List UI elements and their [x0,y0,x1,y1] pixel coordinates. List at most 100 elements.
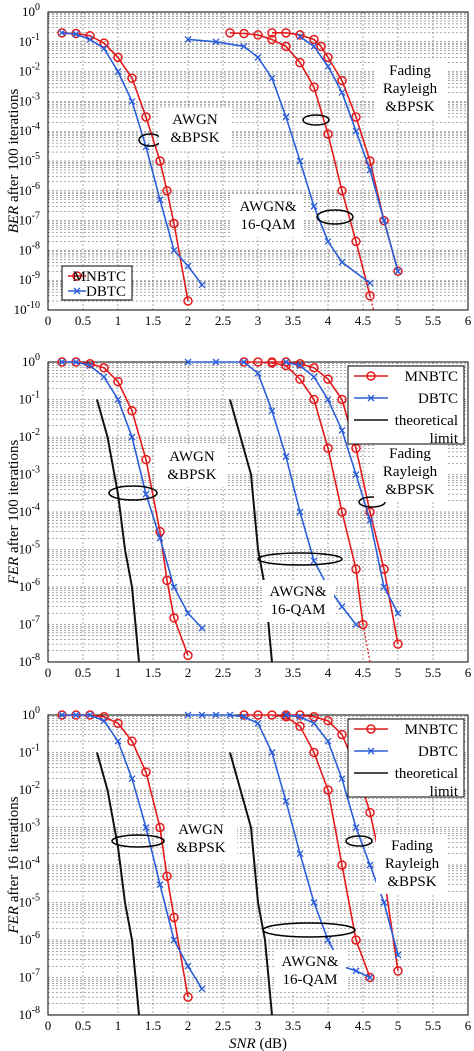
data-point [282,358,290,366]
data-point [310,373,318,381]
data-point [72,30,80,38]
series-mnbtc [267,357,403,649]
x-tick-label: 0.5 [75,313,91,328]
data-point [323,129,333,139]
data-point [338,426,346,434]
data-point [183,992,193,1002]
data-point [337,394,347,405]
data-point [323,785,333,795]
annotation-text: AWGN [172,112,218,128]
data-point [323,52,333,63]
series-line [244,714,371,978]
annotation-bg [159,108,231,150]
data-point [162,186,172,196]
series-line [96,752,140,1016]
data-point [338,603,346,611]
series-line [61,32,203,286]
data-point [58,29,66,37]
data-point [212,38,220,46]
data-point [253,30,263,40]
data-point [85,358,95,369]
data-point [253,357,263,367]
annotation-text: &BPSK [387,874,436,890]
data-point [282,453,290,461]
data-point [366,279,374,287]
data-point [169,613,179,623]
annotation-bg [156,445,228,487]
y-tick-label: 10-5 [19,151,40,168]
data-point [267,34,277,45]
y-tick-label: 10-3 [19,818,40,835]
data-point [295,374,305,384]
data-point [253,710,263,720]
annotation-text: AWGN& [269,584,326,600]
x-tick-label: 3 [255,665,262,680]
data-point [72,711,80,719]
data-point [324,737,332,745]
series-line [244,361,364,625]
series-mnbtc [267,28,403,276]
data-point [310,202,318,210]
data-point [114,737,122,745]
data-point [366,974,374,981]
extrapolation-line [369,295,375,311]
series-line [299,35,399,272]
data-point [337,729,347,740]
data-point [351,236,361,247]
axes-frame [47,11,469,311]
data-point [240,358,248,366]
x-tick-label: 5.5 [425,665,441,680]
data-point [352,621,360,628]
data-point [226,711,234,719]
panel-1: 0 0.5 1 1.5 2 2.5 3 3.5 4 4.5 5 5.5 6 10-10 10-9 10-8 10… [6,2,472,328]
series-dbtc [184,35,374,287]
data-point [295,30,305,40]
data-point [212,358,220,366]
data-point [380,217,388,225]
series-theoretical-limit [229,752,273,1016]
data-point [365,507,375,517]
series-mnbtc [239,710,375,983]
legend-label: MNBTC [405,369,458,385]
data-point [58,711,66,719]
data-point [352,471,360,478]
data-point [366,166,374,174]
data-point [86,362,94,370]
data-point [162,575,172,586]
series-mnbtc [225,28,375,301]
x-tick-label: 4.5 [355,313,371,328]
data-point [127,406,137,416]
series-line [229,32,371,296]
y-tick-label: 10-4 [19,121,40,138]
data-point [267,28,277,38]
data-point [338,775,346,783]
annotation-text: AWGN& [239,199,296,215]
data-point [141,112,151,122]
x-tick-label: 4 [325,313,332,328]
data-point [183,296,193,306]
legend-label: MNBTC [405,722,458,738]
data-point [184,262,192,270]
annotation-text: Rayleigh [385,856,440,872]
data-point [282,113,290,121]
data-point [282,797,290,805]
x-tick-label: 0 [45,313,52,328]
annotation-text: 16-QAM [271,602,326,618]
data-point [323,716,333,726]
data-point [184,35,192,43]
annotation-text: 16-QAM [283,972,338,988]
data-point [394,951,402,959]
data-point [393,639,403,649]
data-point [156,881,164,889]
y-tick-label: 10-3 [19,91,40,108]
data-point [170,583,178,591]
y-tick-label: 10-7 [19,615,40,632]
group-ellipse [316,209,354,225]
x-tick-label: 3 [255,1018,262,1033]
data-point [352,967,360,975]
x-tick-label: 1 [115,1018,122,1033]
data-point [155,822,165,833]
y-tick-label: 10-1 [19,390,40,407]
group-ellipse [345,835,373,847]
annotation-bg [262,580,334,622]
